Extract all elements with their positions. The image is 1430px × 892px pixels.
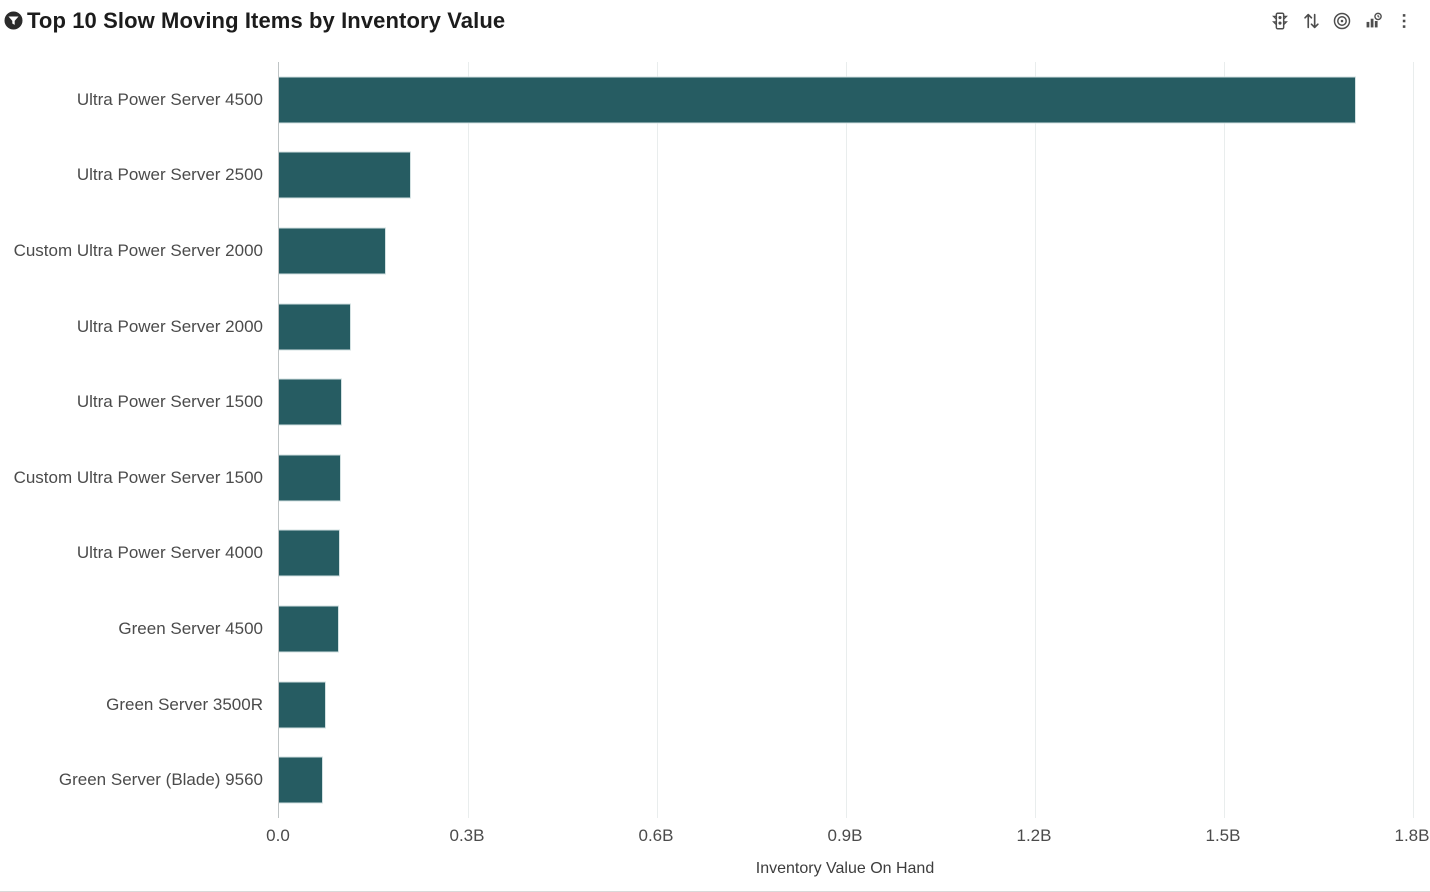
bar[interactable] — [279, 378, 342, 426]
bar-row — [279, 213, 1412, 289]
category-label: Custom Ultra Power Server 1500 — [13, 467, 263, 487]
bar-row — [279, 742, 1412, 818]
category-label: Ultra Power Server 4500 — [76, 89, 263, 109]
category-label: Ultra Power Server 1500 — [76, 392, 263, 412]
x-tick-label: 0.9B — [827, 826, 863, 845]
toolbar — [1268, 9, 1420, 33]
bar-row — [279, 440, 1412, 516]
gridline — [468, 62, 469, 818]
bar-row — [279, 667, 1412, 743]
x-axis-title: Inventory Value On Hand — [755, 860, 935, 877]
bar[interactable] — [279, 151, 412, 199]
gridline — [1035, 62, 1036, 818]
bullseye-icon[interactable] — [1330, 9, 1354, 33]
bar[interactable] — [279, 681, 327, 729]
category-label: Ultra Power Server 2500 — [76, 165, 263, 185]
x-tick-label: 0.3B — [449, 826, 485, 845]
bar-row — [279, 289, 1412, 365]
bar-chart: Ultra Power Server 4500 Ultra Power Serve… — [0, 42, 1430, 892]
bar-row — [279, 516, 1412, 592]
sort-icon[interactable] — [1299, 9, 1323, 33]
gridline — [1224, 62, 1225, 818]
category-label: Green Server (Blade) 9560 — [58, 770, 263, 790]
gridline — [657, 62, 658, 818]
category-axis: Ultra Power Server 4500 Ultra Power Serve… — [0, 62, 263, 818]
chart-header: Top 10 Slow Moving Items by Inventory Va… — [0, 0, 1430, 42]
bar-row — [279, 138, 1412, 214]
x-tick-label: 0.6B — [638, 826, 674, 845]
bar[interactable] — [279, 227, 387, 275]
category-label: Ultra Power Server 4000 — [76, 543, 263, 563]
traffic-light-icon[interactable] — [1268, 9, 1292, 33]
bar-row — [279, 62, 1412, 138]
kebab-menu-icon[interactable] — [1392, 9, 1416, 33]
bar[interactable] — [279, 605, 340, 653]
bar-row — [279, 364, 1412, 440]
bar[interactable] — [279, 76, 1357, 124]
x-tick-label: 0.0 — [266, 826, 290, 845]
bar[interactable] — [279, 529, 341, 577]
plot-area — [278, 62, 1414, 818]
x-tick-label: 1.2B — [1016, 826, 1052, 845]
page-title: Top 10 Slow Moving Items by Inventory Va… — [27, 8, 506, 33]
bar[interactable] — [279, 454, 341, 502]
gridline — [846, 62, 847, 818]
filter-circle-icon[interactable] — [4, 11, 23, 30]
bar[interactable] — [279, 303, 352, 351]
category-label: Green Server 3500R — [106, 694, 263, 714]
chart-type-icon[interactable] — [1361, 9, 1385, 33]
x-tick-label: 1.5B — [1205, 826, 1241, 845]
category-label: Green Server 4500 — [118, 619, 263, 638]
bar-row — [279, 591, 1412, 667]
category-label: Custom Ultra Power Server 2000 — [13, 241, 263, 260]
gridline — [1413, 62, 1414, 818]
title-group: Top 10 Slow Moving Items by Inventory Va… — [4, 8, 505, 34]
bar[interactable] — [279, 756, 324, 804]
value-axis: 0.0 0.3B 0.6B 0.9B 1.2B 1.5B 1.8B — [266, 826, 1429, 850]
category-label: Ultra Power Server 2000 — [76, 316, 263, 336]
x-tick-label: 1.8B — [1394, 826, 1430, 845]
